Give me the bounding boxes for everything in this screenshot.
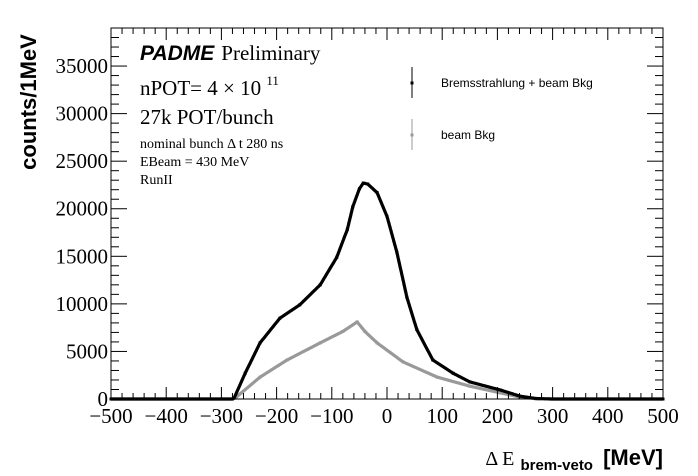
- x-tick-label: 0: [382, 404, 393, 428]
- x-tick-label: 200: [482, 404, 514, 428]
- x-tick-label: −200: [255, 404, 298, 428]
- legend-label-beam-bkg: beam Bkg: [441, 128, 495, 142]
- data-point: [431, 358, 435, 362]
- annotation-run: RunII: [140, 173, 173, 188]
- data-point: [518, 394, 522, 398]
- data-point: [258, 375, 262, 379]
- x-tick-label: −300: [200, 404, 243, 428]
- data-point: [278, 316, 282, 320]
- y-axis-title: counts/1MeV: [16, 34, 41, 170]
- data-point: [361, 181, 365, 185]
- data-point: [498, 391, 502, 395]
- data-point: [401, 360, 405, 364]
- npot-exponent: 11: [266, 73, 279, 88]
- data-point: [366, 182, 370, 186]
- data-point: [385, 214, 389, 218]
- data-point: [395, 251, 399, 255]
- experiment-label: PADME: [140, 42, 215, 65]
- x-tick-label: 400: [592, 404, 624, 428]
- data-point: [357, 187, 361, 191]
- annotation-ebeam: EBeam = 430 MeV: [140, 155, 249, 170]
- y-tick-label: 25000: [56, 149, 109, 173]
- y-tick-label: 20000: [56, 197, 109, 221]
- x-tick-label: 500: [647, 404, 679, 428]
- y-tick-label: 10000: [56, 292, 109, 316]
- data-point: [451, 371, 455, 375]
- series-layer: [109, 181, 665, 401]
- data-point: [341, 329, 345, 333]
- annotation-bunch-length: nominal bunch Δ t 280 ns: [140, 137, 283, 152]
- ticks-layer: [110, 27, 664, 400]
- data-point: [355, 320, 359, 324]
- data-point: [375, 341, 379, 345]
- x-axis-title-subscript: brem-veto: [520, 457, 593, 474]
- legend-marker-beam-bkg: [410, 133, 414, 137]
- legend: Bremsstrahlung + beam Bkg beam Bkg: [410, 67, 593, 150]
- y-tick-label: 35000: [56, 54, 109, 78]
- annotation-npot: nPOT= 4 × 10 11: [140, 73, 279, 100]
- x-tick-label: −100: [310, 404, 353, 428]
- legend-label-brems: Bremsstrahlung + beam Bkg: [441, 76, 593, 90]
- data-point: [351, 205, 355, 209]
- legend-entry-beam-bkg: beam Bkg: [410, 119, 495, 150]
- data-point: [498, 388, 502, 392]
- data-point: [468, 384, 472, 388]
- y-tick-label: 15000: [56, 244, 109, 268]
- annotation-pot-per-bunch: 27k POT/bunch: [140, 105, 274, 129]
- data-point: [232, 396, 236, 400]
- data-point: [468, 380, 472, 384]
- legend-marker-brems: [410, 81, 414, 85]
- x-axis-title: Δ E brem-veto [MeV]: [485, 445, 663, 475]
- data-point: [335, 255, 339, 259]
- data-point: [375, 191, 379, 195]
- data-point: [318, 283, 322, 287]
- npot-text: nPOT= 4 × 10: [140, 76, 261, 100]
- x-axis-title-unit: [MeV]: [603, 445, 663, 470]
- data-point: [298, 303, 302, 307]
- data-point: [363, 329, 367, 333]
- data-point: [415, 328, 419, 332]
- tick-labels-layer: −500 −400 −300 −200 −100 0 100 200 300 400 5000500…: [56, 54, 679, 428]
- data-point: [345, 228, 349, 232]
- annotation-experiment: PADME Preliminary: [140, 41, 321, 65]
- x-tick-label: 300: [537, 404, 569, 428]
- series-brems-plus-beam-bkg: [109, 181, 665, 401]
- y-tick-label: 5000: [66, 339, 108, 363]
- data-point: [435, 375, 439, 379]
- data-point: [285, 358, 289, 362]
- data-point: [405, 295, 409, 299]
- y-tick-label: 0: [98, 387, 109, 411]
- status-label: Preliminary: [221, 41, 321, 65]
- data-point: [318, 341, 322, 345]
- x-tick-label: 100: [426, 404, 458, 428]
- y-tick-label: 30000: [56, 102, 109, 126]
- x-tick-label: −400: [145, 404, 188, 428]
- data-point: [243, 371, 247, 375]
- legend-entry-brems: Bremsstrahlung + beam Bkg: [410, 67, 593, 98]
- x-axis-title-delta: Δ E: [485, 448, 514, 470]
- data-point: [258, 341, 262, 345]
- x-tick-label: −500: [89, 404, 132, 428]
